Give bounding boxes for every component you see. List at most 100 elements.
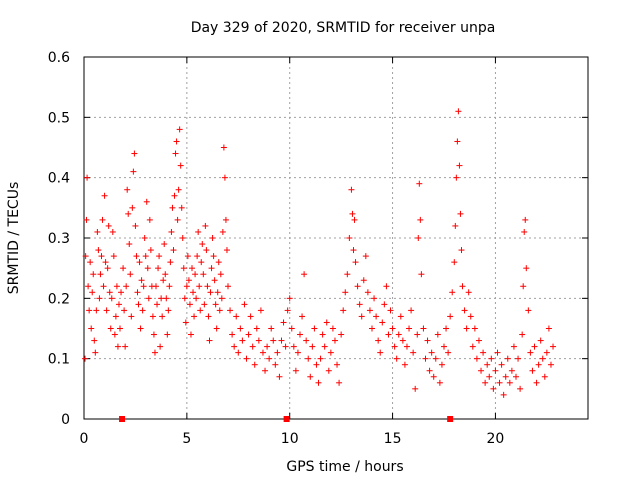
data-point [142, 253, 149, 260]
data-point [193, 295, 200, 302]
data-point [395, 331, 402, 338]
data-point [305, 355, 312, 362]
data-point [313, 361, 320, 368]
data-point [352, 259, 359, 266]
data-point [86, 307, 93, 314]
data-point [535, 361, 542, 368]
data-point [223, 247, 230, 254]
data-point [207, 289, 214, 296]
data-point [284, 307, 291, 314]
data-point [215, 259, 222, 266]
data-point [259, 349, 266, 356]
data-point [195, 228, 202, 235]
data-point [97, 271, 104, 278]
data-point [288, 325, 295, 332]
data-point [420, 325, 427, 332]
data-point [280, 319, 287, 326]
data-point [191, 313, 198, 320]
data-point [539, 355, 546, 362]
data-point [186, 301, 193, 308]
data-point [178, 204, 185, 211]
data-point [196, 283, 203, 290]
data-point [106, 289, 113, 296]
data-point [358, 313, 365, 320]
data-point [204, 283, 211, 290]
data-point [155, 265, 162, 272]
data-point [85, 283, 92, 290]
data-point [209, 235, 216, 241]
data-point [176, 126, 183, 133]
data-point [478, 367, 485, 374]
data-point [241, 301, 248, 308]
data-point [467, 313, 474, 320]
data-point [317, 355, 324, 362]
data-point [521, 228, 528, 235]
data-point [253, 325, 260, 332]
data-point [452, 222, 459, 229]
data-point [415, 235, 422, 241]
data-point [307, 373, 314, 380]
data-point [165, 307, 172, 314]
data-point [199, 241, 206, 248]
data-point [243, 355, 250, 362]
data-point [255, 337, 262, 344]
data-point [351, 216, 358, 223]
data-point [323, 319, 330, 326]
data-point [220, 144, 227, 151]
data-point [184, 253, 191, 260]
zero-markers [119, 416, 454, 422]
data-point [156, 253, 163, 260]
data-point [114, 343, 121, 350]
data-point [527, 349, 534, 356]
data-point [537, 337, 544, 344]
data-point [445, 349, 452, 356]
data-point [502, 373, 509, 380]
data-point [290, 343, 297, 350]
data-point [118, 289, 125, 296]
data-point [201, 301, 208, 308]
data-point [216, 307, 223, 314]
data-point [436, 379, 443, 386]
data-point [227, 307, 234, 314]
data-point [99, 216, 106, 223]
data-point [533, 379, 540, 386]
data-point [430, 373, 437, 380]
data-point [109, 228, 116, 235]
data-points [82, 108, 557, 398]
zero-marker [119, 416, 126, 422]
data-point [459, 283, 466, 290]
data-point [147, 247, 154, 254]
data-point [123, 283, 130, 290]
data-point [233, 313, 240, 320]
data-point [198, 259, 205, 266]
data-point [192, 271, 199, 278]
data-point [531, 343, 538, 350]
data-point [141, 235, 148, 241]
data-point [149, 313, 156, 320]
data-point [336, 379, 343, 386]
data-point [145, 295, 152, 302]
data-point [496, 379, 503, 386]
data-point [303, 337, 310, 344]
data-point [354, 283, 361, 290]
data-point [194, 253, 201, 260]
data-point [126, 241, 133, 248]
data-point [179, 235, 186, 241]
data-point [457, 210, 464, 217]
data-point [379, 319, 386, 326]
data-point [475, 337, 482, 344]
data-point [95, 247, 102, 254]
data-point [443, 325, 450, 332]
grid-lines [84, 57, 588, 419]
data-point [428, 349, 435, 356]
data-point [92, 349, 99, 356]
data-point [375, 337, 382, 344]
data-point [229, 331, 236, 338]
data-point [278, 337, 285, 344]
data-point [484, 361, 491, 368]
data-point [515, 355, 522, 362]
data-point [91, 337, 98, 344]
data-point [211, 277, 218, 284]
data-point [129, 204, 136, 211]
data-point [245, 331, 252, 338]
